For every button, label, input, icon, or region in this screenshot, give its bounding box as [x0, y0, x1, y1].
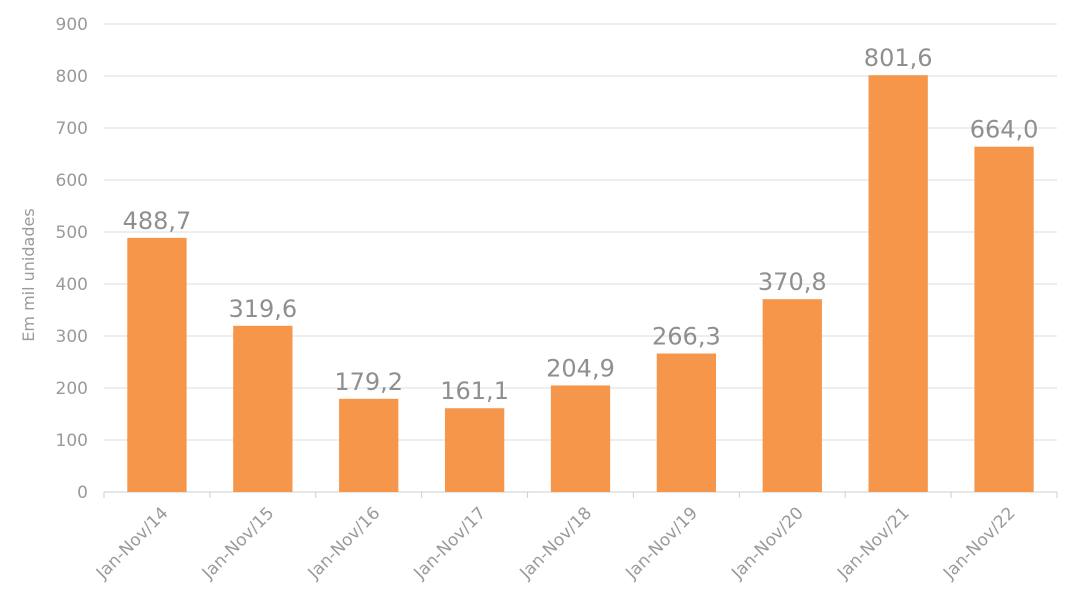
bars	[127, 75, 1034, 492]
y-tick-label: 400	[56, 275, 88, 295]
bar	[444, 408, 505, 492]
y-tick-label: 300	[56, 327, 88, 347]
bar	[550, 385, 611, 492]
x-tick-label: Jan-Nov/18	[516, 503, 597, 584]
x-tick-label: Jan-Nov/19	[621, 503, 702, 584]
x-tick-label: Jan-Nov/20	[727, 503, 808, 584]
x-tick-label: Jan-Nov/21	[833, 503, 914, 584]
y-tick-label: 900	[56, 15, 88, 35]
data-labels: 488,7 319,6 179,2 161,1 204,9 266,3 370,8 801,6…	[123, 44, 1039, 405]
y-axis-ticks: 0 100 200 300 400 500 600 700 800 900	[56, 15, 88, 503]
data-label: 161,1	[440, 377, 509, 405]
data-label: 664,0	[970, 116, 1039, 144]
y-tick-label: 700	[56, 119, 88, 139]
y-tick-label: 100	[56, 431, 88, 451]
data-label: 266,3	[652, 323, 721, 351]
bar	[974, 146, 1034, 492]
bar	[339, 398, 399, 492]
y-tick-label: 0	[77, 483, 88, 503]
data-label: 801,6	[864, 44, 933, 72]
y-tick-label: 200	[56, 379, 88, 399]
data-label: 370,8	[758, 268, 827, 296]
x-tick-label: Jan-Nov/14	[92, 503, 173, 584]
x-axis-ticks: Jan-Nov/14 Jan-Nov/15 Jan-Nov/16 Jan-Nov/17…	[92, 503, 1020, 584]
x-tick-label: Jan-Nov/15	[198, 503, 279, 584]
x-tick-label: Jan-Nov/16	[304, 503, 385, 584]
data-label: 319,6	[228, 295, 297, 323]
data-label: 488,7	[123, 207, 192, 235]
bar	[127, 237, 187, 492]
y-tick-label: 800	[56, 67, 88, 87]
y-tick-label: 600	[56, 171, 88, 191]
bar	[868, 75, 928, 492]
x-tick-label: Jan-Nov/22	[939, 503, 1020, 584]
bar	[233, 325, 293, 492]
bar	[762, 299, 822, 492]
y-axis-label: Em mil unidades	[19, 208, 38, 341]
bar	[656, 353, 717, 492]
y-tick-label: 500	[56, 223, 88, 243]
x-tick-label: Jan-Nov/17	[410, 503, 491, 584]
data-label: 204,9	[546, 354, 615, 382]
data-label: 179,2	[334, 368, 403, 396]
